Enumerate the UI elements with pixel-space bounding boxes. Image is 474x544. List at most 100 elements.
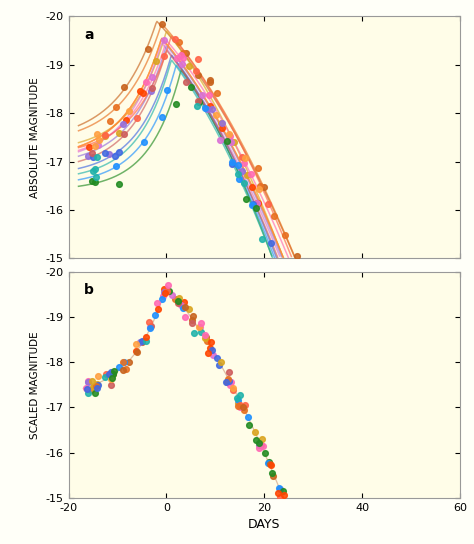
Point [182, 313, 189, 322]
Y-axis label: ABSOLUTE MAGNITUDE: ABSOLUTE MAGNITUDE [30, 77, 40, 197]
Point [243, 171, 251, 180]
Point [182, 77, 189, 86]
Point [93, 384, 100, 393]
Point [120, 83, 128, 91]
Point [280, 486, 287, 495]
Point [254, 164, 262, 172]
Point [226, 377, 233, 386]
Point [158, 295, 166, 304]
Point [108, 375, 115, 384]
Point [226, 132, 233, 140]
Point [217, 135, 224, 144]
Point [196, 323, 204, 331]
Point [227, 381, 234, 390]
Point [257, 441, 265, 449]
Point [227, 138, 235, 146]
Point [83, 385, 91, 393]
Point [212, 111, 219, 120]
Point [194, 97, 201, 106]
Point [181, 302, 189, 311]
Point [224, 374, 232, 383]
Point [147, 86, 155, 95]
Point [264, 199, 272, 208]
Point [208, 345, 216, 354]
Point [238, 153, 246, 162]
Point [234, 401, 242, 410]
Point [219, 123, 226, 132]
Point [146, 324, 154, 333]
Point [138, 336, 146, 345]
Point [174, 299, 182, 308]
Point [107, 368, 115, 376]
Point [175, 38, 183, 46]
Point [203, 104, 210, 113]
Point [258, 235, 265, 244]
Point [195, 323, 203, 332]
Point [158, 113, 166, 121]
Point [239, 403, 247, 412]
Point [95, 135, 102, 144]
Point [88, 386, 95, 394]
Point [205, 91, 213, 100]
Point [194, 55, 201, 64]
Point [176, 299, 183, 307]
Point [143, 337, 150, 345]
Point [146, 323, 154, 331]
Point [280, 491, 288, 499]
Point [247, 170, 255, 178]
Point [148, 83, 156, 92]
Point [253, 198, 261, 207]
Text: b: b [84, 283, 94, 297]
Point [95, 381, 102, 390]
Point [187, 83, 195, 92]
Point [144, 45, 152, 53]
Point [82, 383, 90, 392]
Point [192, 67, 200, 76]
Point [172, 100, 180, 108]
Point [202, 333, 210, 342]
Point [177, 51, 184, 59]
Point [92, 382, 100, 391]
Point [237, 390, 244, 399]
Point [194, 71, 202, 79]
Point [89, 166, 97, 175]
Point [90, 152, 97, 161]
Point [160, 288, 168, 296]
Point [264, 459, 272, 467]
Point [133, 347, 141, 356]
Point [101, 373, 109, 381]
Point [209, 104, 216, 113]
Point [116, 129, 123, 138]
Point [154, 299, 161, 307]
Point [275, 484, 283, 493]
Point [178, 59, 186, 68]
Point [133, 113, 141, 122]
Point [254, 199, 261, 208]
Point [84, 378, 91, 386]
Point [225, 130, 233, 139]
Point [267, 238, 274, 247]
Point [210, 351, 217, 360]
Point [111, 152, 119, 160]
Y-axis label: SCALED MAGNITUDE: SCALED MAGNITUDE [30, 331, 40, 438]
Point [175, 294, 182, 302]
Point [119, 357, 127, 366]
Point [245, 421, 253, 429]
Point [269, 468, 276, 477]
Point [207, 343, 214, 352]
Point [120, 357, 128, 366]
Point [188, 319, 196, 327]
Point [237, 403, 244, 412]
Point [206, 76, 214, 85]
Point [179, 48, 187, 57]
Point [138, 337, 146, 346]
Point [206, 101, 213, 110]
Point [252, 436, 260, 444]
Point [125, 107, 132, 116]
Point [88, 149, 95, 157]
Point [226, 368, 233, 376]
Point [229, 384, 237, 392]
Point [201, 104, 209, 113]
Point [252, 428, 259, 437]
Point [108, 373, 116, 382]
